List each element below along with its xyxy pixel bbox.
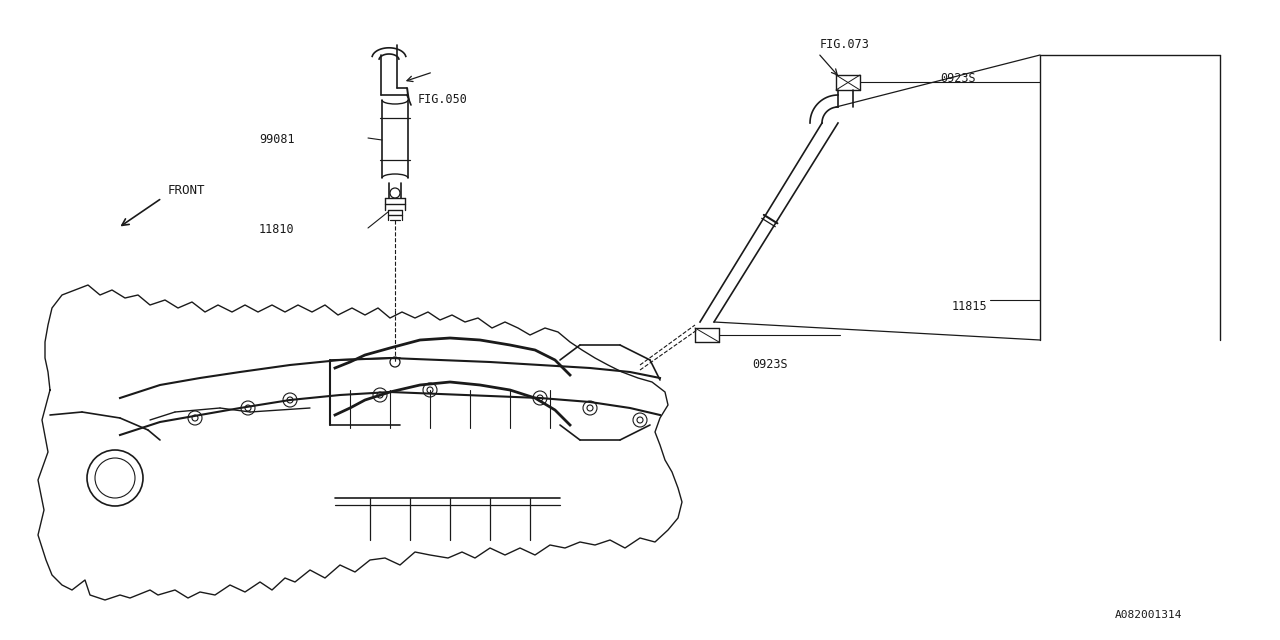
Text: FRONT: FRONT [168,184,206,197]
Text: 0923S: 0923S [940,72,975,85]
Text: A082001314: A082001314 [1115,610,1183,620]
Text: 11815: 11815 [952,300,988,313]
Text: 0923S: 0923S [753,358,787,371]
Text: 11810: 11810 [259,223,294,236]
Text: FIG.050: FIG.050 [419,93,468,106]
Text: FIG.073: FIG.073 [820,38,870,51]
Text: 99081: 99081 [259,133,294,146]
